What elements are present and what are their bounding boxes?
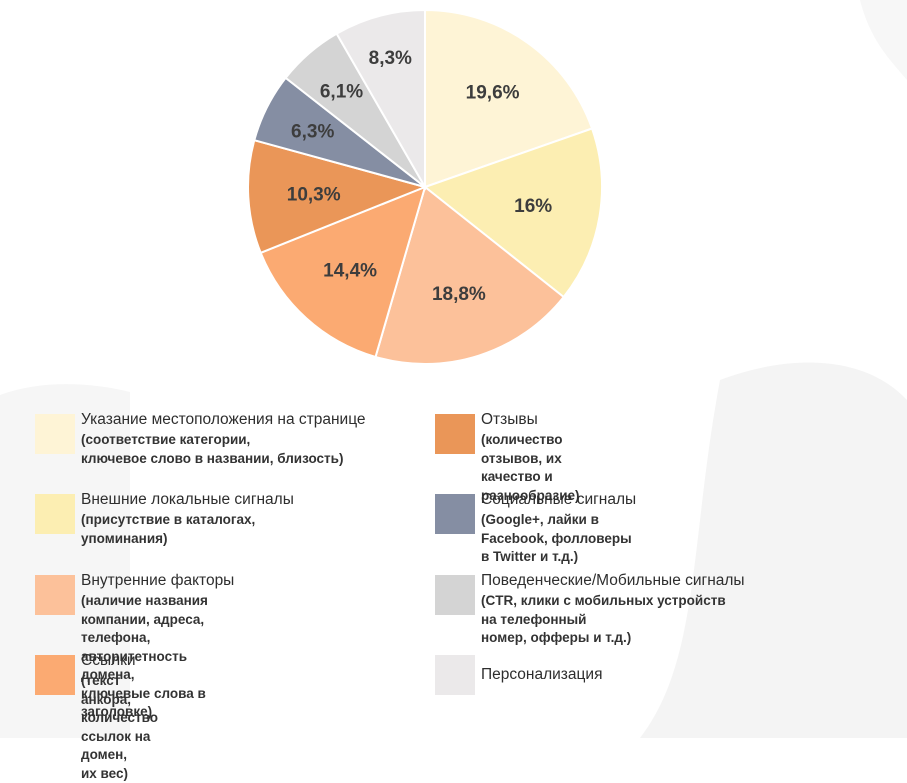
legend-title: Указание местоположения на странице xyxy=(81,411,366,428)
legend-swatch xyxy=(35,494,75,534)
legend-text: Внутренние факторы (наличие названия комп… xyxy=(81,571,234,722)
legend-description: (Google+, лайки в Facebook, фолловеры в … xyxy=(481,512,632,564)
legend-text: Ссылки (текст анкора, количество ссылок н… xyxy=(81,651,158,783)
slice-label-7: 6,1% xyxy=(320,82,363,103)
legend-title: Персонализация xyxy=(481,666,603,683)
slice-label-4: 14,4% xyxy=(323,261,377,282)
pie-slice-4 xyxy=(259,185,427,359)
slice-label-1: 19,6% xyxy=(466,83,520,104)
pie-chart: 19,6% 16% 18,8% 14,4% 10,3% 6,3% 6,1% 8,3% xyxy=(247,8,603,365)
legend-swatch xyxy=(35,414,75,454)
legend-text: Внешние локальные сигналы (присутствие в … xyxy=(81,490,294,548)
slice-label-5: 10,3% xyxy=(287,184,341,205)
legend-title: Ссылки xyxy=(81,652,136,669)
legend-title: Внутренние факторы xyxy=(81,572,235,589)
legend-swatch xyxy=(35,655,75,695)
legend-description: (количество отзывов, их качество и разно… xyxy=(481,432,580,503)
legend-text: Персонализация xyxy=(481,665,602,684)
legend-description: (CTR, клики с мобильных устройств на тел… xyxy=(481,593,726,645)
slice-label-6: 6,3% xyxy=(291,122,334,143)
pie-slice-5 xyxy=(247,138,429,255)
pie-slice-8 xyxy=(335,8,426,191)
legend-swatch xyxy=(35,575,75,615)
slice-label-3: 18,8% xyxy=(432,284,486,305)
legend-text: Социальные сигналы (Google+, лайки в Face… xyxy=(481,490,636,567)
legend-swatch xyxy=(435,494,475,534)
slice-label-8: 8,3% xyxy=(369,48,412,69)
legend-title: Поведенческие/Мобильные сигналы xyxy=(481,572,745,589)
legend-text: Отзывы (количество отзывов, их качество и… xyxy=(481,410,580,505)
pie-slice-2 xyxy=(422,127,603,299)
legend-title: Отзывы xyxy=(481,411,538,428)
legend-title: Социальные сигналы xyxy=(481,491,637,508)
legend-text: Поведенческие/Мобильные сигналы (CTR, кли… xyxy=(481,571,745,648)
legend-description: (присутствие в каталогах, упоминания) xyxy=(81,512,256,546)
legend-title: Внешние локальные сигналы xyxy=(81,491,294,508)
slice-label-2: 16% xyxy=(514,196,552,217)
legend-swatch xyxy=(435,655,475,695)
legend-text: Указание местоположения на странице (соот… xyxy=(81,410,366,468)
legend-description: (наличие названия компании, адреса, теле… xyxy=(81,593,208,719)
legend-description: (соответствие категории, ключевое слово … xyxy=(81,432,344,466)
pie-slice-3 xyxy=(374,185,566,365)
legend-swatch xyxy=(435,575,475,615)
legend-swatch xyxy=(435,414,475,454)
legend-description: (текст анкора, количество ссылок на доме… xyxy=(81,673,159,781)
